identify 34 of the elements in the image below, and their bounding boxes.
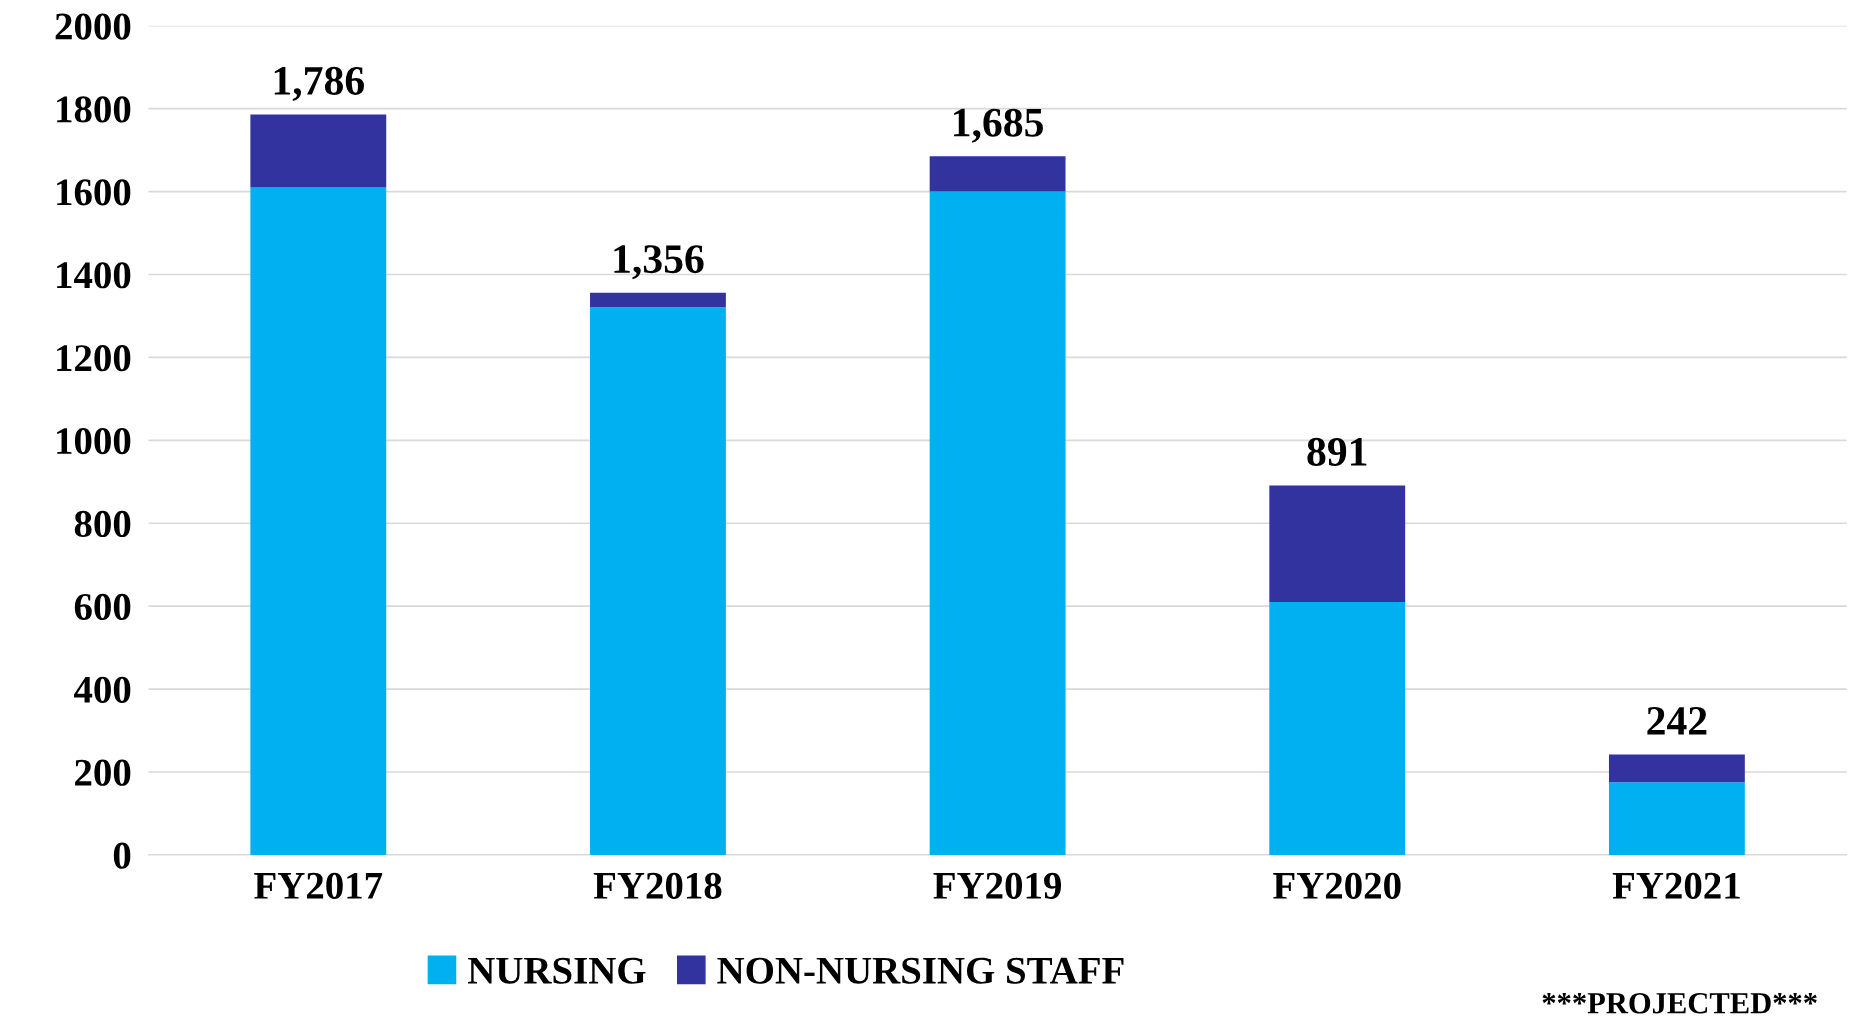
y-tick-label: 1600 xyxy=(57,179,131,206)
x-tick-label: FY2017 xyxy=(254,872,383,899)
bar xyxy=(1608,782,1745,855)
bar xyxy=(929,191,1066,855)
x-tick-label: FY2020 xyxy=(1273,872,1401,899)
bar xyxy=(590,307,726,855)
bar xyxy=(250,187,387,855)
bar xyxy=(1269,602,1406,855)
text: ***PROJECTED*** xyxy=(1542,992,1817,1014)
total-label: 1,685 xyxy=(954,108,1043,143)
legend-label: NON-NURSING STAFF xyxy=(717,957,1124,984)
total-label: 242 xyxy=(1647,707,1707,735)
bar xyxy=(1269,485,1406,603)
x-tick-label: FY2021 xyxy=(1612,872,1740,899)
bar xyxy=(1608,754,1745,783)
y-tick-label: 1200 xyxy=(57,345,131,372)
total-label: 891 xyxy=(1307,437,1367,466)
y-tick-label: 800 xyxy=(74,510,131,538)
total-label: 1,786 xyxy=(274,66,364,101)
legend-label: NURSING xyxy=(467,957,646,984)
total-label: 1,356 xyxy=(614,245,704,280)
bar xyxy=(250,114,387,188)
y-tick-label: 0 xyxy=(113,842,131,869)
y-tick-label: 600 xyxy=(74,593,131,621)
x-tick-label: FY2018 xyxy=(593,872,722,899)
y-tick-label: 1400 xyxy=(57,262,131,289)
x-tick-label: FY2019 xyxy=(933,872,1062,899)
bar xyxy=(929,156,1066,192)
y-tick-label: 1800 xyxy=(57,96,131,123)
y-tick-label: 200 xyxy=(75,759,131,786)
y-tick-label: 1000 xyxy=(57,427,131,455)
bar xyxy=(590,292,726,308)
y-tick-label: 2000 xyxy=(55,13,131,40)
y-tick-label: 400 xyxy=(74,676,131,703)
